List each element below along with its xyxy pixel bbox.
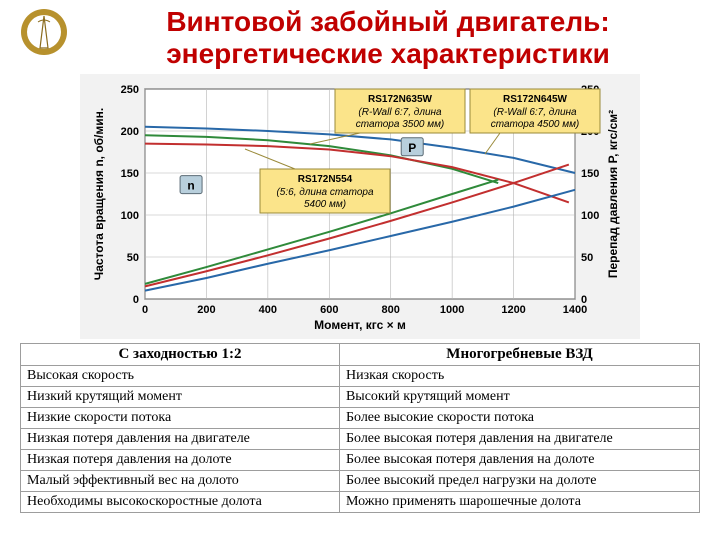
svg-text:n: n	[187, 179, 194, 193]
table-row: Малый эффективный вес на долотоБолее выс…	[21, 471, 700, 492]
table-cell: Низкая потеря давления на долоте	[21, 450, 340, 471]
svg-text:50: 50	[581, 252, 593, 264]
svg-text:статора 3500 мм): статора 3500 мм)	[356, 119, 445, 130]
col-header-1: С заходностью 1:2	[21, 344, 340, 366]
table-cell: Можно применять шарошечные долота	[339, 492, 699, 513]
svg-text:1000: 1000	[440, 304, 464, 316]
svg-text:150: 150	[581, 168, 599, 180]
table-cell: Высокий крутящий момент	[339, 387, 699, 408]
svg-text:(R-Wall 6:7, длина: (R-Wall 6:7, длина	[493, 107, 577, 118]
svg-text:RS172N645W: RS172N645W	[503, 94, 567, 105]
table-cell: Малый эффективный вес на долото	[21, 471, 340, 492]
table-row: Высокая скоростьНизкая скорость	[21, 366, 700, 387]
svg-text:1200: 1200	[501, 304, 525, 316]
table-cell: Низкая скорость	[339, 366, 699, 387]
table-cell: Низкая потеря давления на двигателе	[21, 429, 340, 450]
svg-text:600: 600	[320, 304, 338, 316]
svg-text:5400 мм): 5400 мм)	[304, 199, 346, 210]
svg-text:статора 4500 мм): статора 4500 мм)	[491, 119, 580, 130]
table-cell: Более высокие скорости потока	[339, 408, 699, 429]
title-line2: энергетические характеристики	[166, 38, 610, 69]
svg-text:250: 250	[121, 84, 139, 96]
table-cell: Низкий крутящий момент	[21, 387, 340, 408]
comparison-table: С заходностью 1:2 Многогребневые ВЗД Выс…	[20, 343, 700, 513]
table-cell: Более высокий предел нагрузки на долоте	[339, 471, 699, 492]
table-cell: Низкие скорости потока	[21, 408, 340, 429]
table-header-row: С заходностью 1:2 Многогребневые ВЗД	[21, 344, 700, 366]
svg-text:Момент, кгс × м: Момент, кгс × м	[314, 318, 406, 332]
table-cell: Необходимы высокоскоростные долота	[21, 492, 340, 513]
header: Винтовой забойный двигатель: энергетичес…	[20, 8, 700, 70]
svg-text:0: 0	[133, 294, 139, 306]
svg-text:800: 800	[382, 304, 400, 316]
table-row: Низкая потеря давления на долотеБолее вы…	[21, 450, 700, 471]
svg-text:100: 100	[121, 210, 139, 222]
svg-text:Перепад давления P, кгс/см²: Перепад давления P, кгс/см²	[606, 110, 620, 278]
svg-text:100: 100	[581, 210, 599, 222]
table-row: Низкий крутящий моментВысокий крутящий м…	[21, 387, 700, 408]
svg-text:(5:6, длина статора: (5:6, длина статора	[276, 187, 373, 198]
table-cell: Более высокая потеря давления на двигате…	[339, 429, 699, 450]
table-row: Низкая потеря давления на двигателеБолее…	[21, 429, 700, 450]
svg-text:50: 50	[127, 252, 139, 264]
table-cell: Более высокая потеря давления на долоте	[339, 450, 699, 471]
svg-text:150: 150	[121, 168, 139, 180]
svg-text:Частота вращения n, об/мин.: Частота вращения n, об/мин.	[92, 108, 106, 280]
page-title: Винтовой забойный двигатель: энергетичес…	[76, 6, 700, 70]
svg-text:400: 400	[259, 304, 277, 316]
title-line1: Винтовой забойный двигатель:	[166, 6, 609, 37]
table-cell: Высокая скорость	[21, 366, 340, 387]
svg-text:200: 200	[197, 304, 215, 316]
table-row: Низкие скорости потокаБолее высокие скор…	[21, 408, 700, 429]
svg-text:200: 200	[121, 126, 139, 138]
svg-text:RS172N635W: RS172N635W	[368, 94, 432, 105]
col-header-2: Многогребневые ВЗД	[339, 344, 699, 366]
svg-text:P: P	[408, 141, 416, 155]
svg-text:RS172N554: RS172N554	[298, 174, 353, 185]
slide: Винтовой забойный двигатель: энергетичес…	[0, 0, 720, 540]
svg-text:0: 0	[142, 304, 148, 316]
svg-text:0: 0	[581, 294, 587, 306]
logo-icon	[20, 8, 68, 56]
energy-chart: 0200400600800100012001400050100150200250…	[80, 74, 640, 339]
svg-text:(R-Wall 6:7, длина: (R-Wall 6:7, длина	[358, 107, 442, 118]
table-row: Необходимы высокоскоростные долотаМожно …	[21, 492, 700, 513]
